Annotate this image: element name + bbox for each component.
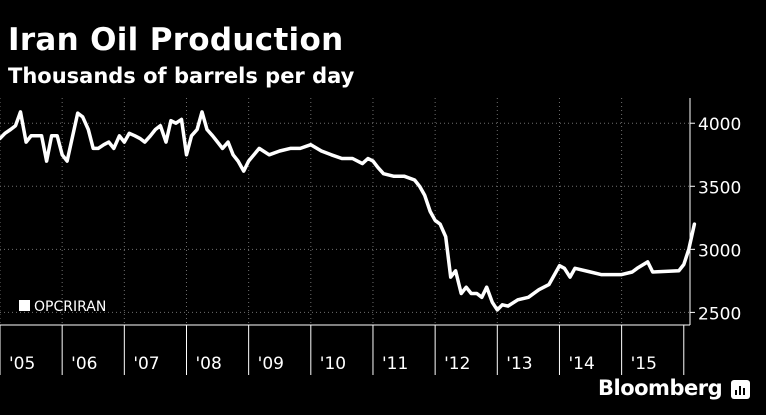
x-tick-label: '10 <box>320 354 346 374</box>
x-tick-label: '11 <box>382 354 408 374</box>
series-line-opcriran <box>0 110 697 312</box>
x-tick-label: '06 <box>71 354 97 374</box>
y-tick-label: 4000 <box>698 115 741 135</box>
chart-subtitle: Thousands of barrels per day <box>8 64 355 88</box>
x-tick-label: '12 <box>444 354 470 374</box>
y-tick-label: 2500 <box>698 304 741 324</box>
chart-title: Iran Oil Production <box>8 22 344 58</box>
x-tick-label: '15 <box>631 354 657 374</box>
x-tick-label: '14 <box>568 354 594 374</box>
bloomberg-chart-icon <box>731 380 750 399</box>
x-tick-label: '05 <box>9 354 35 374</box>
x-tick-label: '13 <box>506 354 532 374</box>
bloomberg-logo: Bloomberg <box>598 376 723 400</box>
x-tick-label: '08 <box>195 354 221 374</box>
y-tick-label: 3000 <box>698 241 741 261</box>
y-tick-label: 3500 <box>698 178 741 198</box>
x-tick-label: '07 <box>133 354 159 374</box>
x-tick-label: '09 <box>258 354 284 374</box>
legend-label: OPCRIRAN <box>34 299 106 315</box>
legend-swatch <box>19 300 30 311</box>
